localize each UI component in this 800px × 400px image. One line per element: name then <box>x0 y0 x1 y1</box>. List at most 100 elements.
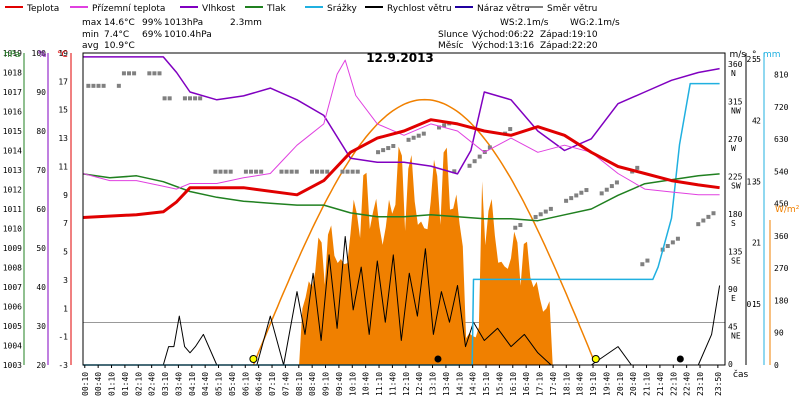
stats-max-label: max <box>82 18 102 28</box>
wind-dir-label: SE <box>731 257 741 266</box>
legend-label: Tlak <box>266 4 287 14</box>
wm2-tick-label: 450 <box>774 200 789 209</box>
hpa-tick-label: 1009 <box>3 244 22 253</box>
wind-direction-point <box>421 131 426 136</box>
x-tick-label: 13:40 <box>442 372 451 396</box>
wind-direction-point <box>248 169 253 174</box>
wind-direction-point <box>508 127 513 132</box>
x-tick-label: 22:10 <box>669 372 678 396</box>
wind-direction-point <box>518 223 523 228</box>
legend-label: Přízemní teplota <box>92 4 165 14</box>
wind-direction-point <box>320 169 325 174</box>
x-tick-label: 09:40 <box>335 372 344 396</box>
x-tick-label: 03:40 <box>174 372 183 396</box>
wind-direction-point <box>635 165 640 170</box>
axes: 1019101810171016101510141013101210111010… <box>3 49 800 396</box>
wind-direction-point <box>132 71 137 76</box>
pct-tick-label: 30 <box>36 322 46 331</box>
temp-tick-label: 15 <box>58 106 68 115</box>
hpa-tick-label: 1016 <box>3 108 22 117</box>
hpa-tick-label: 1008 <box>3 264 22 273</box>
ms-tick-label: 4 <box>752 116 757 125</box>
stats-min-press: 1010.4hPa <box>164 30 212 40</box>
wind-direction-point <box>223 169 228 174</box>
wind-dir-label: N <box>731 69 736 78</box>
wind-direction-point <box>574 193 579 198</box>
pct-tick-label: 60 <box>36 205 46 214</box>
hpa-tick-label: 1006 <box>3 303 22 312</box>
hpa-tick-label: 1012 <box>3 186 22 195</box>
pct-tick-label: 80 <box>36 127 46 136</box>
wind-deg-label: 90 <box>728 285 738 294</box>
wind-direction-point <box>711 211 716 216</box>
temp-unit: °C <box>57 50 68 60</box>
x-tick-label: 02:10 <box>134 372 143 396</box>
x-tick-label: 11:40 <box>388 372 397 396</box>
wind-direction-point <box>640 262 645 267</box>
mm-unit: mm <box>763 50 781 60</box>
wind-direction-point <box>391 144 396 148</box>
pct-tick-label: 70 <box>36 166 46 175</box>
stats-max-hum: 99% <box>142 18 162 28</box>
legend-label: Srážky <box>327 4 358 14</box>
wind-direction-point <box>309 169 314 174</box>
wind-direction-point <box>218 169 223 174</box>
wind-direction-point <box>564 198 569 203</box>
x-tick-label: 14:10 <box>455 372 464 396</box>
wind-direction-point <box>675 236 680 241</box>
sun-path-line <box>252 98 594 366</box>
x-tick-label: 16:40 <box>522 372 531 396</box>
temp-tick-label: 1 <box>63 304 68 313</box>
x-tick-label: 14:40 <box>469 372 478 396</box>
x-tick-label: 03:10 <box>161 372 170 396</box>
wind-direction-point <box>437 125 442 130</box>
wind-deg-label: 180 <box>728 210 743 219</box>
wind-direction-point <box>198 96 203 101</box>
wind-direction-point <box>182 96 187 101</box>
info-slunce: Slunce <box>438 30 469 40</box>
legend-label: Směr větru <box>547 4 597 14</box>
temp-tick-label: -1 <box>58 333 68 342</box>
wind-dir-label: NE <box>731 332 741 341</box>
wind-direction-point <box>284 169 289 174</box>
wind-deg-label: 270 <box>728 135 743 144</box>
x-tick-label: 01:40 <box>121 372 130 396</box>
x-tick-label: 10:40 <box>362 372 371 396</box>
stats-max-press: 1013hPa <box>164 18 203 28</box>
wind-direction-point <box>411 135 416 140</box>
wind-direction-point <box>193 96 198 101</box>
hpa-unit: hPa <box>4 50 20 60</box>
legend-label: Náraz větru <box>477 4 530 14</box>
wind-direction-point <box>543 209 548 214</box>
x-tick-label: 20:40 <box>629 372 638 396</box>
hpa-tick-label: 1013 <box>3 166 22 175</box>
wind-direction-point <box>243 169 248 174</box>
wind-direction-point <box>579 190 584 195</box>
wind-direction-point <box>147 71 152 76</box>
x-tick-label: 19:40 <box>602 372 611 396</box>
wind-direction-point <box>279 169 284 174</box>
mm-tick-label: 1.5 <box>747 177 762 186</box>
x-axis-unit: čas <box>733 369 748 380</box>
series-line-tlak <box>82 173 720 222</box>
wind-direction-point <box>355 169 360 174</box>
ms-tick-label: 5 <box>752 55 757 64</box>
stats-max-temp: 14.6°C <box>104 18 135 28</box>
wind-direction-point <box>381 148 386 153</box>
x-tick-label: 22:40 <box>683 372 692 396</box>
x-tick-label: 06:40 <box>255 372 264 396</box>
wind-dir-label: SW <box>731 182 741 191</box>
x-tick-label: 05:10 <box>215 372 224 396</box>
wind-deg-label: 360 <box>728 60 743 69</box>
temp-tick-label: 19 <box>58 49 68 58</box>
wind-direction-point <box>452 169 457 174</box>
wind-direction-point <box>548 206 553 211</box>
wind-direction-point <box>350 169 355 174</box>
wind-direction-point <box>325 169 330 174</box>
mm-tick-label: 2 <box>756 116 761 125</box>
stats-avg-temp: 10.9°C <box>104 41 135 51</box>
plot-frame <box>82 52 726 366</box>
wind-direction-point <box>127 71 132 76</box>
